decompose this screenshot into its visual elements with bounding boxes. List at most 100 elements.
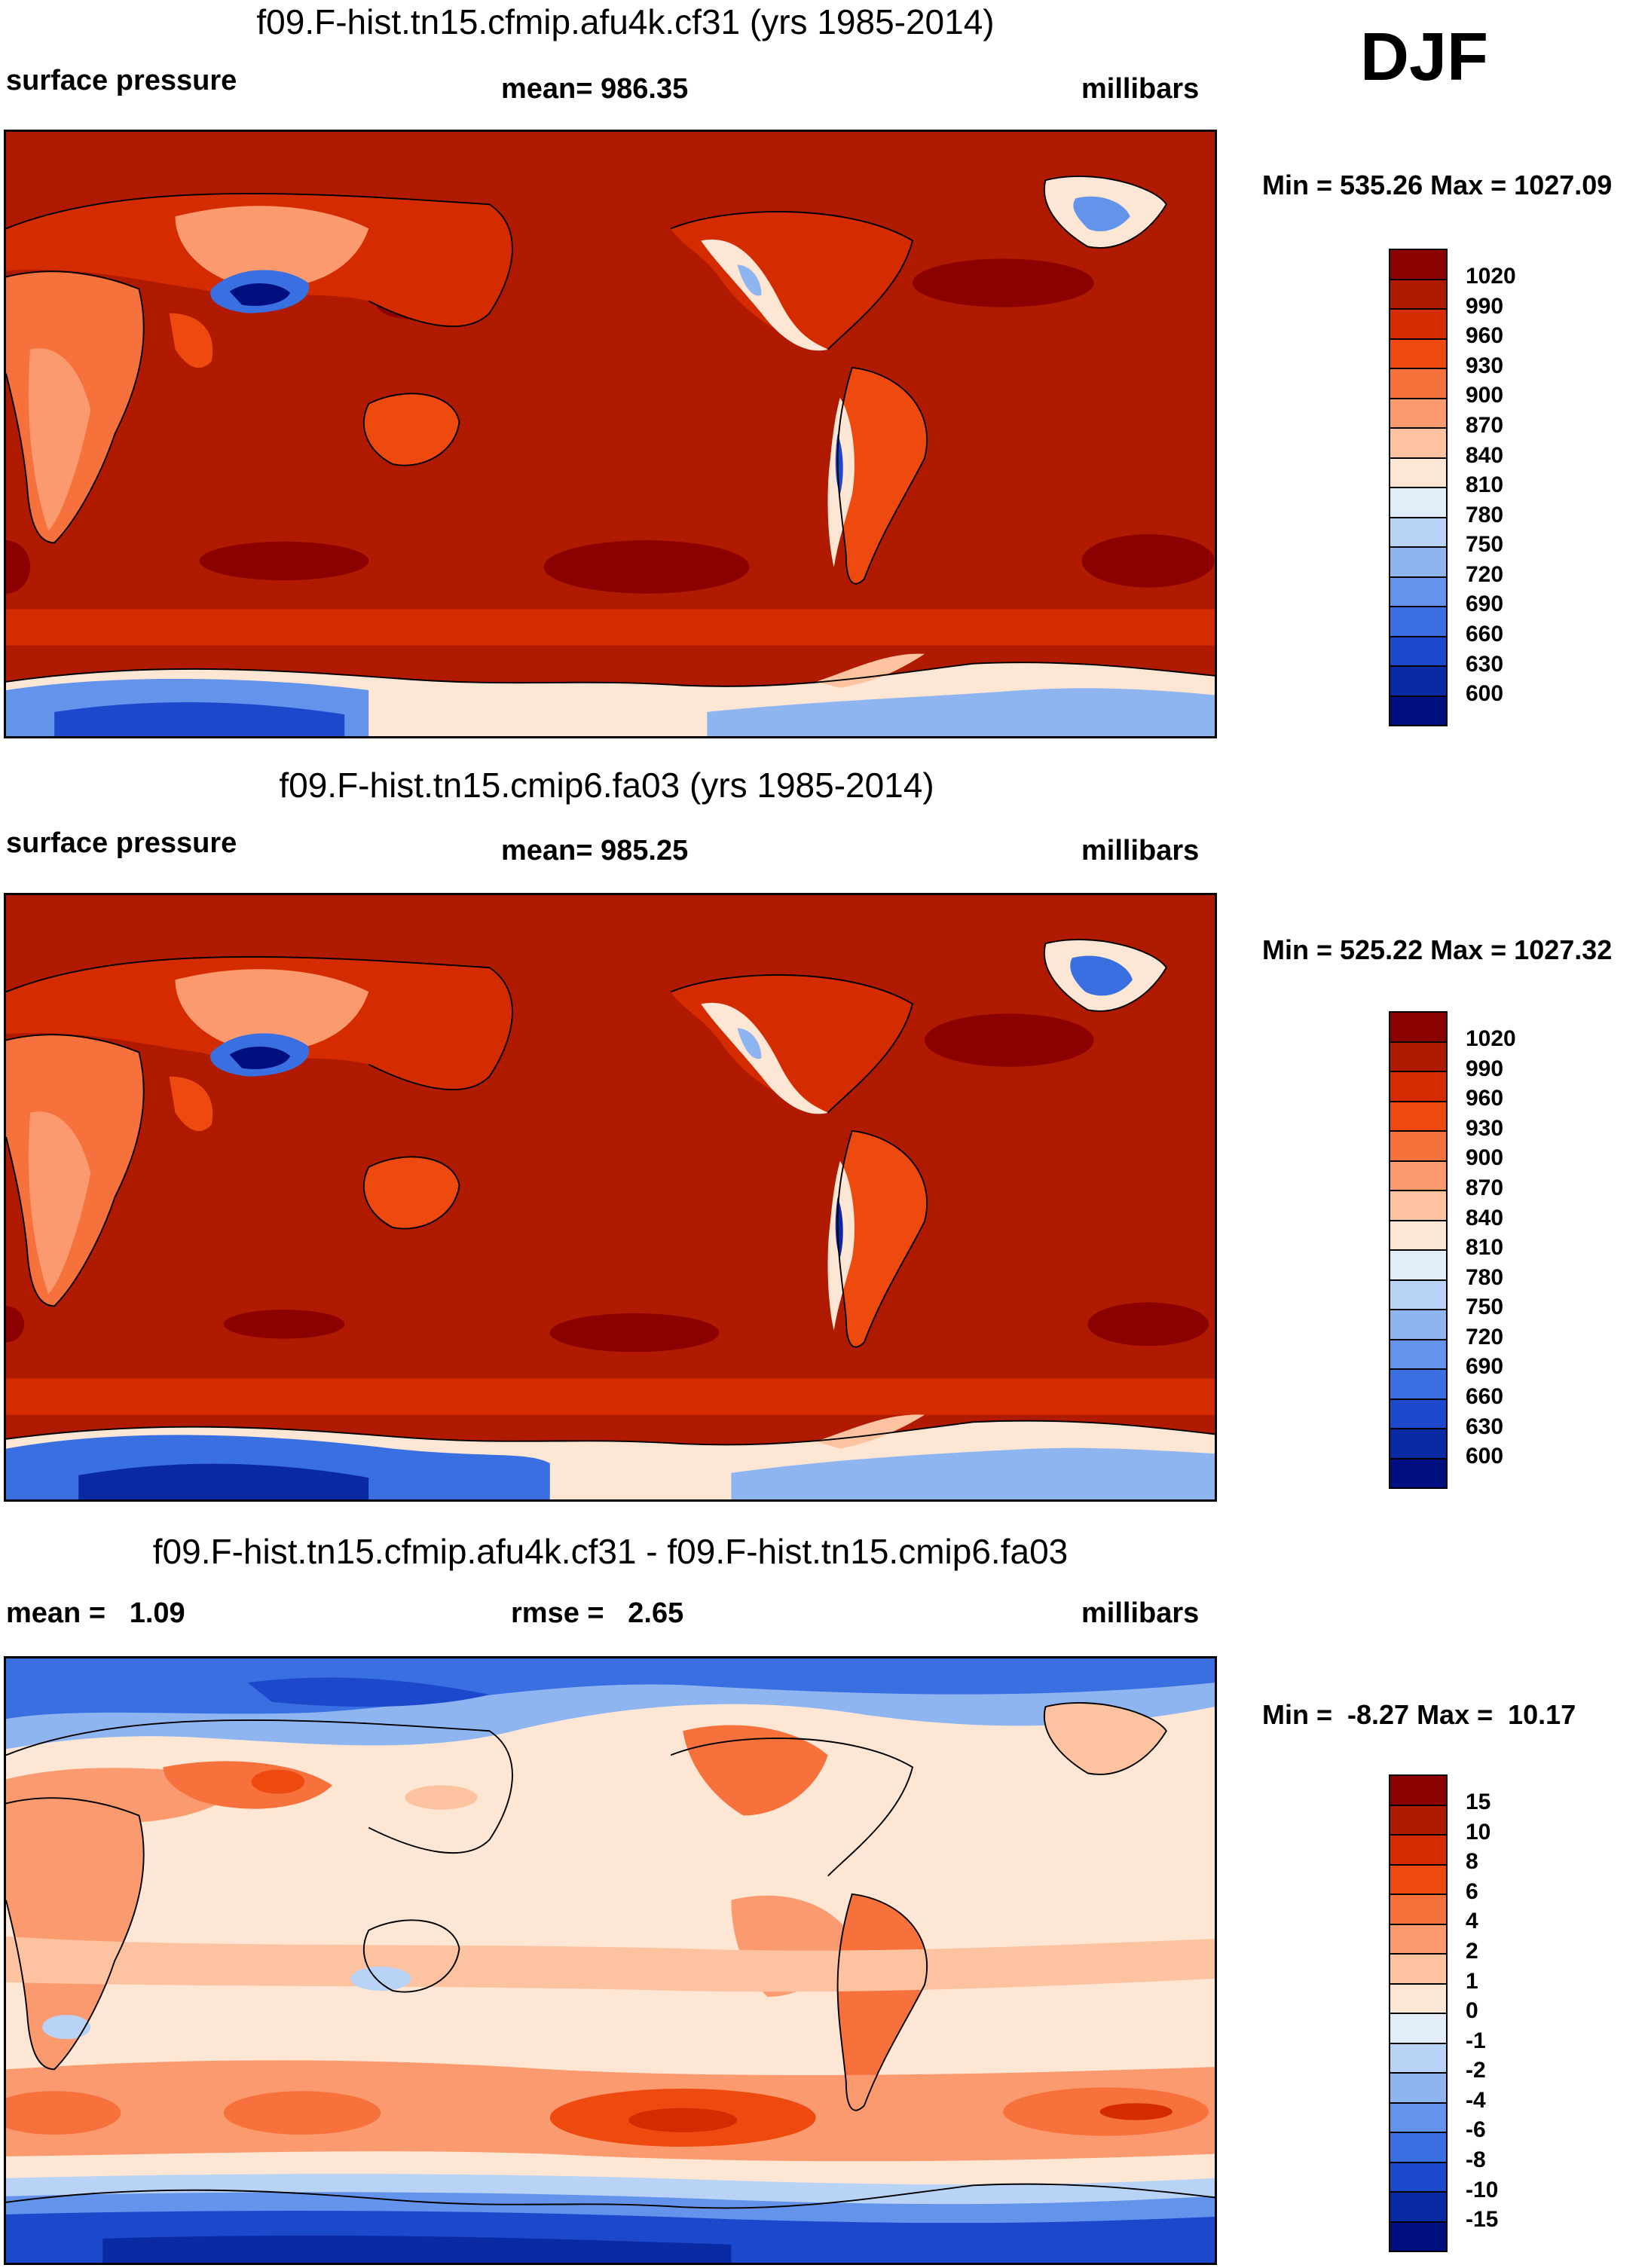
colorbar-tick-label: -1 [1466, 2028, 1486, 2053]
panel2-coastlines [6, 939, 1215, 1446]
colorbar-tick-label: 960 [1466, 323, 1504, 348]
panel1-colorbar-swatch [1390, 427, 1446, 457]
panel3-colorbar-swatch [1390, 1863, 1446, 1894]
colorbar-tick-label: 660 [1466, 622, 1504, 646]
panel2-colorbar-swatch [1390, 1428, 1446, 1458]
colorbar-tick-label: 690 [1466, 591, 1504, 616]
panel1-colorbar-swatch [1390, 457, 1446, 487]
colorbar-tick-label: 900 [1466, 383, 1504, 408]
colorbar-tick-label: 870 [1466, 1175, 1504, 1200]
panel1-colorbar-swatch [1390, 635, 1446, 665]
panel3-rmse-label: rmse = 2.65 [511, 1597, 684, 1629]
panel3-field [6, 1658, 1215, 2263]
panel1-colorbar-swatch [1390, 606, 1446, 636]
panel1-colorbar-swatch [1390, 338, 1446, 368]
panel1-colorbar-swatch [1390, 368, 1446, 398]
panel1-colorbar-swatch [1390, 695, 1446, 725]
panel3-colorbar-swatch [1390, 2161, 1446, 2191]
panel3-colorbar-swatch [1390, 1923, 1446, 1953]
panel2-map [4, 893, 1217, 1502]
panel2-colorbar-swatch [1390, 1130, 1446, 1160]
colorbar-tick-label: 990 [1466, 294, 1504, 319]
colorbar-tick-label: 810 [1466, 472, 1504, 497]
colorbar-tick-label: -10 [1466, 2178, 1499, 2202]
panel2-colorbar-swatch [1390, 1100, 1446, 1130]
panel3-units-label: millibars [1081, 1597, 1200, 1629]
panel2-minmax: Min = 525.22 Max = 1027.32 [1262, 934, 1613, 965]
colorbar-tick-label: 8 [1466, 1849, 1478, 1874]
colorbar-tick-label: 660 [1466, 1384, 1504, 1409]
colorbar-tick-label: 630 [1466, 652, 1504, 677]
panel2-units-label: millibars [1081, 835, 1200, 867]
panel1-variable-label: surface pressure [6, 65, 237, 96]
panel3-title: f09.F-hist.tn15.cfmip.afu4k.cf31 - f09.F… [152, 1532, 1069, 1571]
panel1-map [4, 130, 1217, 738]
panel2-variable-label: surface pressure [6, 827, 237, 859]
colorbar-tick-label: 870 [1466, 413, 1504, 438]
panel3-colorbar-swatch [1390, 1834, 1446, 1864]
panel1-colorbar-swatch [1390, 308, 1446, 338]
colorbar-tick-label: -8 [1466, 2147, 1486, 2172]
panel3-colorbar-swatch [1390, 1953, 1446, 1983]
colorbar-tick-label: 720 [1466, 562, 1504, 587]
panel2-colorbar [1389, 1011, 1448, 1489]
colorbar-tick-label: 600 [1466, 681, 1504, 706]
panel2-colorbar-swatch [1390, 1368, 1446, 1398]
panel3-colorbar-swatch [1390, 2191, 1446, 2221]
colorbar-tick-label: -15 [1466, 2207, 1499, 2232]
colorbar-tick-label: 15 [1466, 1790, 1491, 1814]
panel1-colorbar-swatch [1390, 487, 1446, 517]
colorbar-tick-label: -4 [1466, 2088, 1486, 2113]
panel2-colorbar-swatch [1390, 1279, 1446, 1309]
colorbar-tick-label: 600 [1466, 1444, 1504, 1469]
panel2-colorbar-swatch [1390, 1457, 1446, 1487]
panel1-field [6, 132, 1215, 736]
colorbar-tick-label: 840 [1466, 443, 1504, 468]
panel2-colorbar-swatch [1390, 1190, 1446, 1220]
panel3-colorbar-swatch [1390, 2042, 1446, 2072]
colorbar-tick-label: 690 [1466, 1354, 1504, 1379]
colorbar-tick-label: 1020 [1466, 1026, 1516, 1051]
panel1-coastlines [6, 176, 1215, 687]
colorbar-tick-label: 840 [1466, 1206, 1504, 1230]
panel1-minmax: Min = 535.26 Max = 1027.09 [1262, 170, 1613, 200]
panel1-units-label: millibars [1081, 73, 1200, 105]
colorbar-tick-label: 930 [1466, 1116, 1504, 1141]
panel1-colorbar-swatch [1390, 516, 1446, 546]
panel3-map [4, 1656, 1217, 2265]
panel2-colorbar-swatch [1390, 1398, 1446, 1428]
colorbar-tick-label: 810 [1466, 1235, 1504, 1260]
colorbar-tick-label: 630 [1466, 1414, 1504, 1439]
panel1-mean-label: mean= 986.35 [501, 73, 689, 105]
panel2-colorbar-swatch [1390, 1309, 1446, 1339]
colorbar-tick-label: 960 [1466, 1086, 1504, 1111]
colorbar-tick-label: 930 [1466, 353, 1504, 378]
season-label: DJF [1360, 20, 1489, 95]
panel3-colorbar-swatch [1390, 2101, 1446, 2132]
colorbar-tick-label: 990 [1466, 1056, 1504, 1081]
panel1-colorbar [1389, 249, 1448, 726]
panel1-colorbar-swatch [1390, 397, 1446, 427]
panel3-colorbar-swatch [1390, 1776, 1446, 1805]
panel3-colorbar-swatch [1390, 2072, 1446, 2102]
panel2-colorbar-swatch [1390, 1041, 1446, 1071]
colorbar-tick-label: 4 [1466, 1909, 1478, 1933]
panel2-mean-label: mean= 985.25 [501, 835, 689, 867]
colorbar-tick-label: 2 [1466, 1939, 1478, 1964]
panel2-field [6, 895, 1215, 1499]
colorbar-tick-label: -2 [1466, 2058, 1486, 2083]
panel3-colorbar-swatch [1390, 2132, 1446, 2162]
panel3-colorbar [1389, 1774, 1448, 2252]
panel2-title: f09.F-hist.tn15.cmip6.fa03 (yrs 1985-201… [279, 766, 934, 805]
colorbar-tick-label: 0 [1466, 1998, 1478, 2023]
panel2-colorbar-swatch [1390, 1219, 1446, 1249]
colorbar-tick-label: 780 [1466, 1265, 1504, 1290]
colorbar-tick-label: 750 [1466, 532, 1504, 557]
panel2-colorbar-swatch [1390, 1338, 1446, 1368]
colorbar-tick-label: 6 [1466, 1879, 1478, 1904]
panel3-coastlines [6, 1702, 1215, 2209]
panel2-colorbar-swatch [1390, 1160, 1446, 1190]
panel3-minmax: Min = -8.27 Max = 10.17 [1262, 1699, 1576, 1730]
panel3-colorbar-swatch [1390, 1804, 1446, 1834]
panel1-colorbar-swatch [1390, 546, 1446, 576]
